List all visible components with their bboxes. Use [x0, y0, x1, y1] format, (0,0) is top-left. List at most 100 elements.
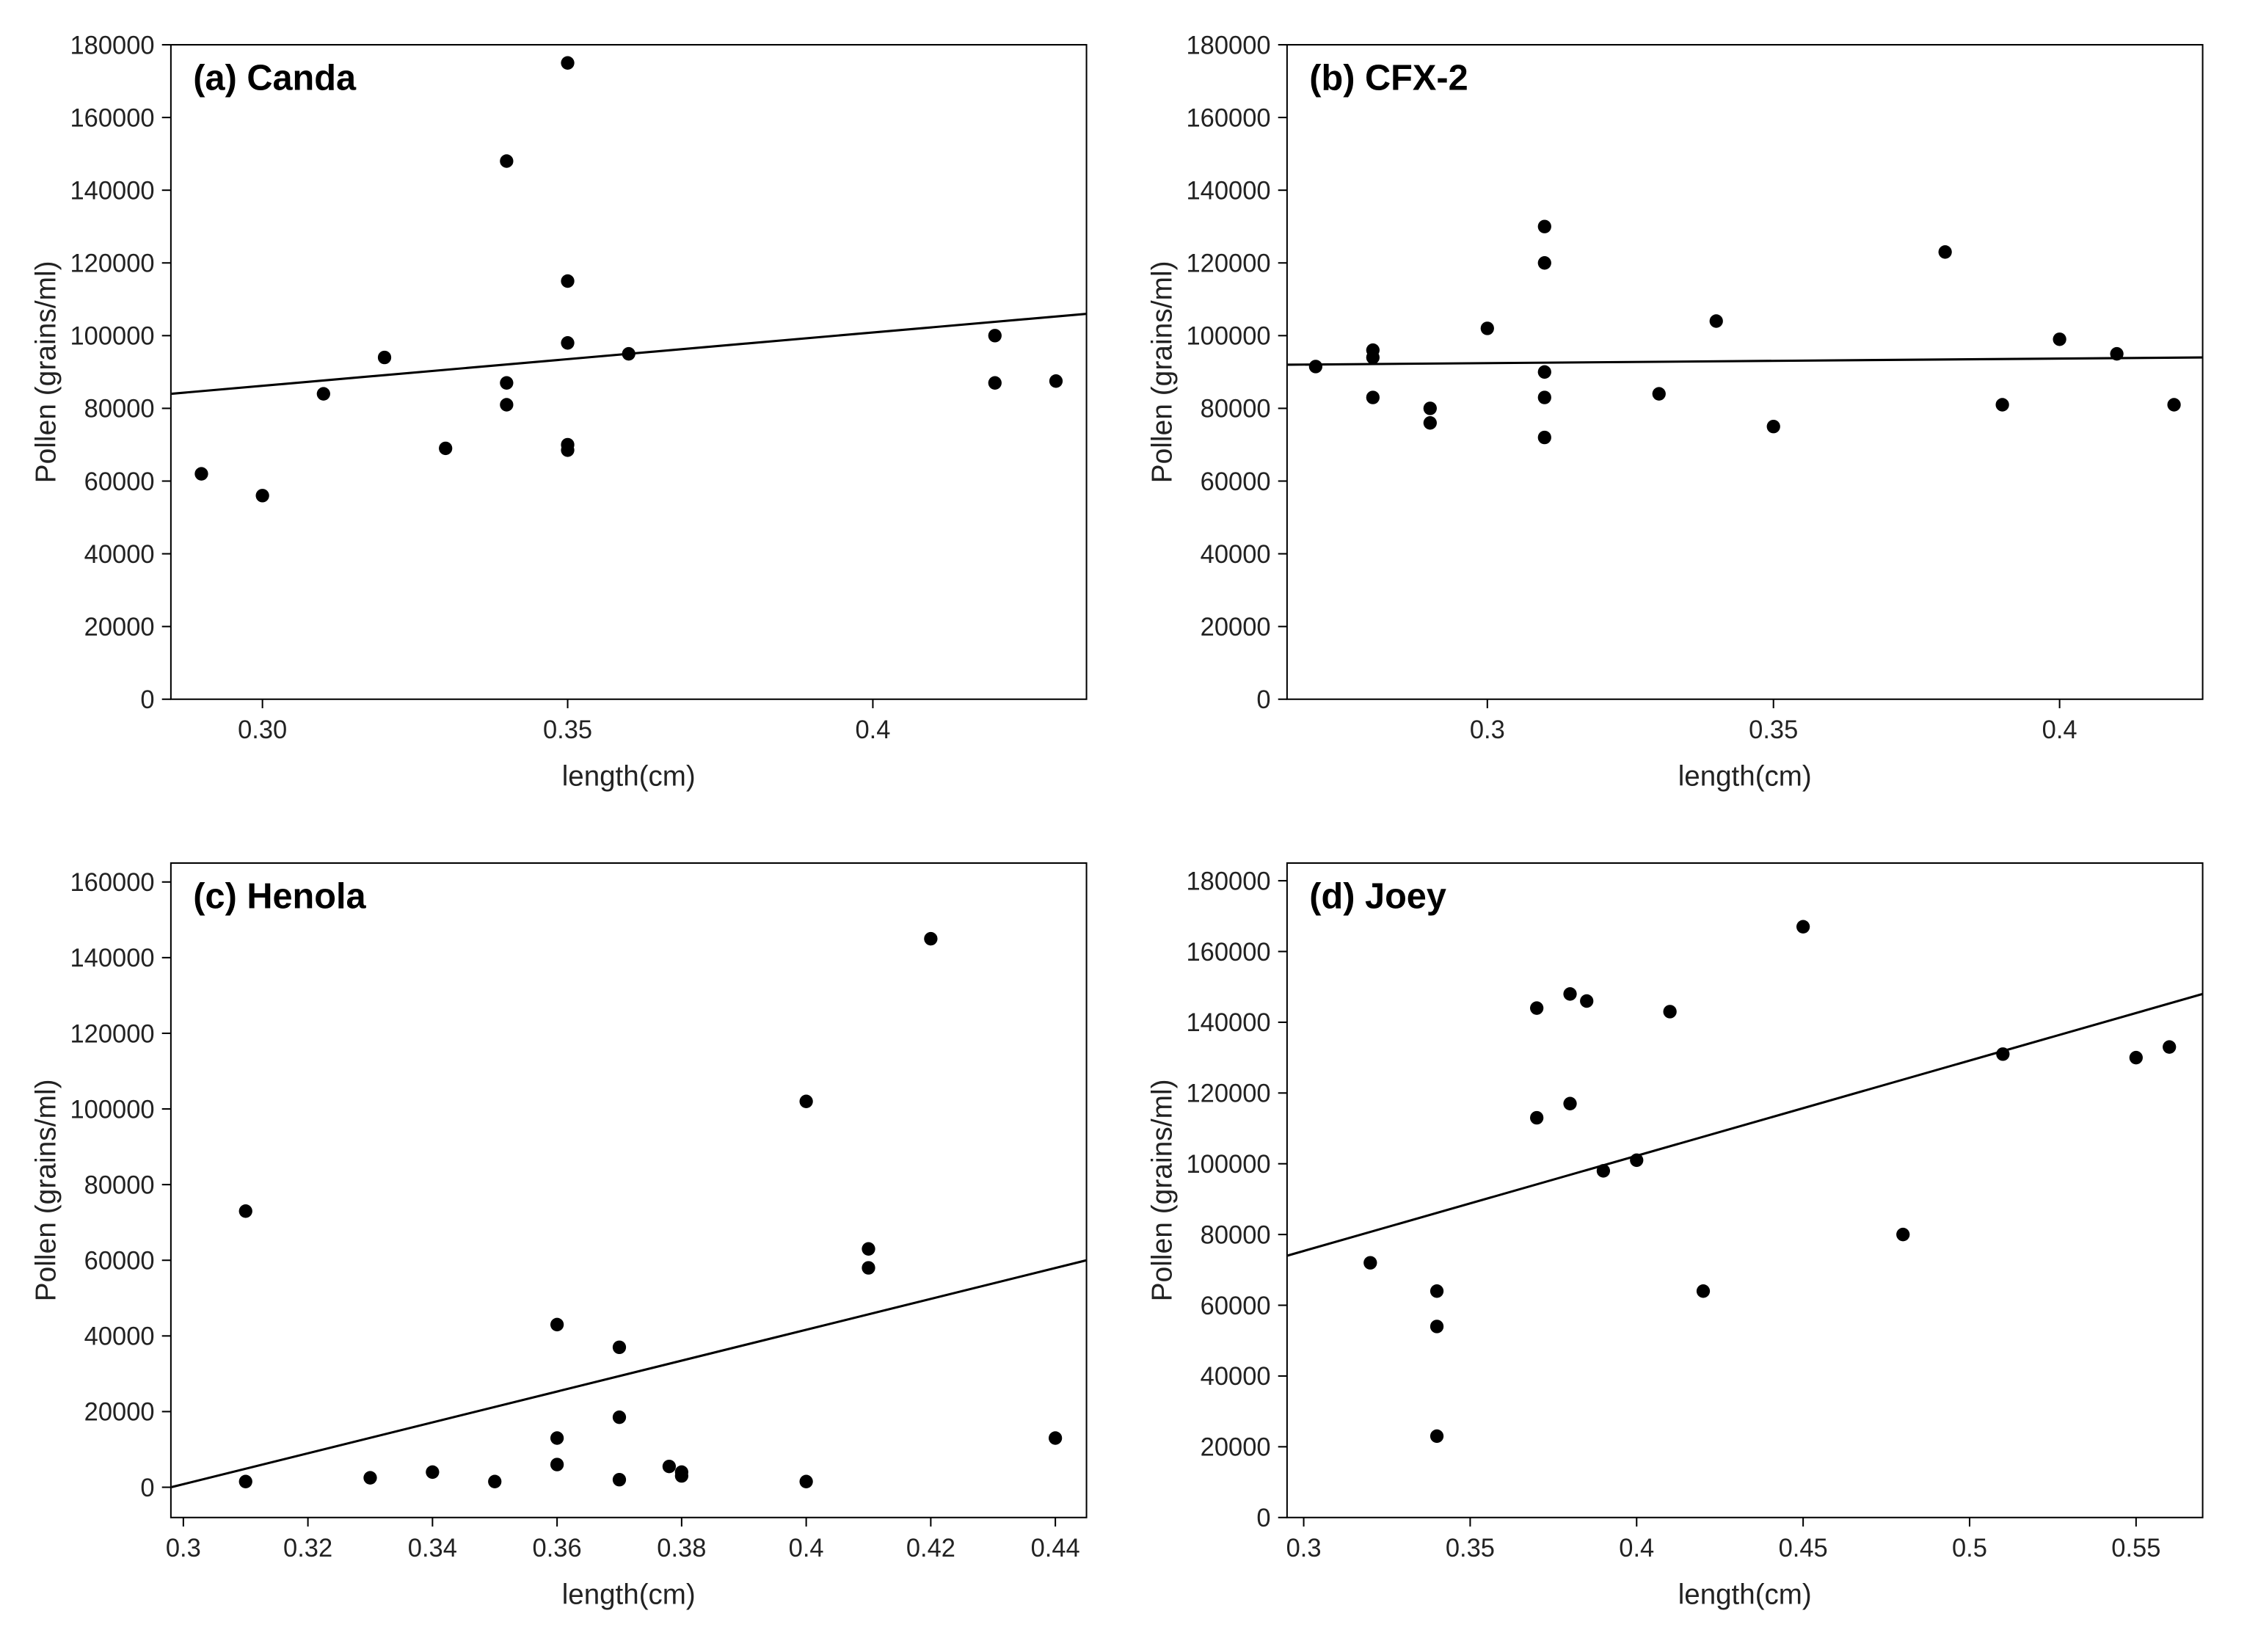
y-tick-label: 80000 — [84, 1171, 155, 1199]
y-tick-label: 0 — [140, 686, 154, 714]
data-point — [1597, 1164, 1610, 1177]
data-point — [561, 57, 574, 70]
data-point — [2130, 1050, 2143, 1063]
data-point — [1530, 1001, 1543, 1014]
data-point — [862, 1261, 875, 1274]
x-axis-title: length(cm) — [1678, 760, 1812, 792]
y-tick-label: 140000 — [70, 945, 155, 972]
data-point — [1580, 994, 1593, 1007]
y-tick-label: 160000 — [70, 868, 155, 896]
y-tick-label: 140000 — [1187, 1009, 1271, 1037]
data-point — [1538, 219, 1551, 233]
x-tick-label: 0.3 — [1470, 716, 1505, 744]
data-point — [1424, 401, 1437, 415]
y-tick-label: 100000 — [1187, 1150, 1271, 1178]
y-tick-label: 20000 — [1201, 614, 1271, 641]
data-point — [1530, 1110, 1543, 1124]
data-point — [1796, 920, 1810, 933]
x-tick-label: 0.36 — [533, 1534, 582, 1562]
data-point — [500, 376, 513, 390]
data-point — [239, 1204, 252, 1218]
x-tick-label: 0.4 — [2042, 716, 2077, 744]
y-tick-label: 80000 — [1201, 1221, 1271, 1249]
y-tick-label: 0 — [140, 1474, 154, 1502]
data-point — [194, 467, 208, 480]
data-point — [1653, 387, 1666, 400]
y-axis-title: Pollen (grains/ml) — [1147, 261, 1179, 483]
data-point — [1563, 1096, 1576, 1110]
data-point — [622, 347, 636, 360]
data-point — [1563, 987, 1576, 1000]
panel-b: 0.30.350.4020000400006000080000100000120… — [1138, 15, 2225, 812]
data-point — [488, 1474, 501, 1488]
panel-svg-b: 0.30.350.4020000400006000080000100000120… — [1138, 15, 2225, 812]
x-tick-label: 0.55 — [2111, 1534, 2160, 1562]
panel-label: (a) Canda — [193, 58, 357, 98]
data-point — [1430, 1320, 1443, 1333]
y-tick-label: 60000 — [84, 1247, 155, 1275]
data-point — [1538, 365, 1551, 379]
data-point — [1630, 1153, 1643, 1166]
data-point — [2163, 1040, 2176, 1053]
y-tick-label: 100000 — [1187, 322, 1271, 350]
y-tick-label: 60000 — [1201, 1292, 1271, 1320]
y-tick-label: 40000 — [1201, 1363, 1271, 1391]
data-point — [550, 1431, 564, 1444]
y-tick-label: 40000 — [1201, 541, 1271, 569]
data-point — [1424, 416, 1437, 429]
y-tick-label: 80000 — [84, 396, 155, 423]
y-tick-label: 20000 — [1201, 1433, 1271, 1461]
x-tick-label: 0.34 — [408, 1534, 457, 1562]
y-tick-label: 100000 — [70, 1096, 155, 1124]
y-tick-label: 100000 — [70, 322, 155, 350]
plot-frame — [171, 45, 1087, 699]
y-tick-label: 20000 — [84, 1398, 155, 1426]
x-tick-label: 0.30 — [238, 716, 287, 744]
data-point — [1430, 1429, 1443, 1442]
x-tick-label: 0.35 — [543, 716, 592, 744]
data-point — [317, 387, 330, 400]
data-point — [1049, 1431, 1062, 1444]
plot-frame — [1287, 45, 2203, 699]
panel-svg-d: 0.30.350.40.450.50.550200004000060000800… — [1138, 833, 2225, 1631]
y-tick-label: 180000 — [70, 32, 155, 59]
data-point — [988, 376, 1002, 390]
y-tick-label: 0 — [1256, 686, 1270, 714]
x-axis-title: length(cm) — [1678, 1579, 1812, 1610]
data-point — [2110, 347, 2123, 360]
y-tick-label: 180000 — [1187, 867, 1271, 895]
x-axis-title: length(cm) — [562, 760, 696, 792]
x-tick-label: 0.35 — [1749, 716, 1798, 744]
data-point — [439, 442, 452, 455]
data-point — [2053, 332, 2066, 346]
data-point — [613, 1472, 626, 1485]
data-point — [363, 1471, 376, 1484]
data-point — [1697, 1284, 1710, 1298]
y-tick-label: 180000 — [1187, 32, 1271, 59]
data-point — [500, 154, 513, 167]
x-tick-label: 0.42 — [906, 1534, 955, 1562]
data-point — [1366, 351, 1380, 364]
y-tick-label: 80000 — [1201, 396, 1271, 423]
y-tick-label: 120000 — [1187, 1080, 1271, 1107]
data-point — [799, 1094, 812, 1107]
x-tick-label: 0.4 — [855, 716, 890, 744]
y-tick-label: 60000 — [84, 468, 155, 496]
y-axis-title: Pollen (grains/ml) — [1147, 1079, 1179, 1301]
data-point — [924, 931, 937, 945]
data-point — [1664, 1005, 1677, 1018]
data-point — [1481, 321, 1494, 335]
data-point — [1538, 390, 1551, 404]
x-tick-label: 0.4 — [1619, 1534, 1654, 1562]
scatter-grid: 0.300.350.402000040000600008000010000012… — [0, 0, 2247, 1652]
data-point — [1538, 256, 1551, 269]
data-point — [613, 1410, 626, 1423]
data-point — [550, 1317, 564, 1331]
y-tick-label: 160000 — [1187, 104, 1271, 132]
x-tick-label: 0.5 — [1952, 1534, 1987, 1562]
x-tick-label: 0.3 — [166, 1534, 201, 1562]
y-tick-label: 60000 — [1201, 468, 1271, 496]
data-point — [1309, 360, 1322, 373]
x-tick-label: 0.45 — [1779, 1534, 1828, 1562]
regression-line — [1287, 994, 2203, 1256]
